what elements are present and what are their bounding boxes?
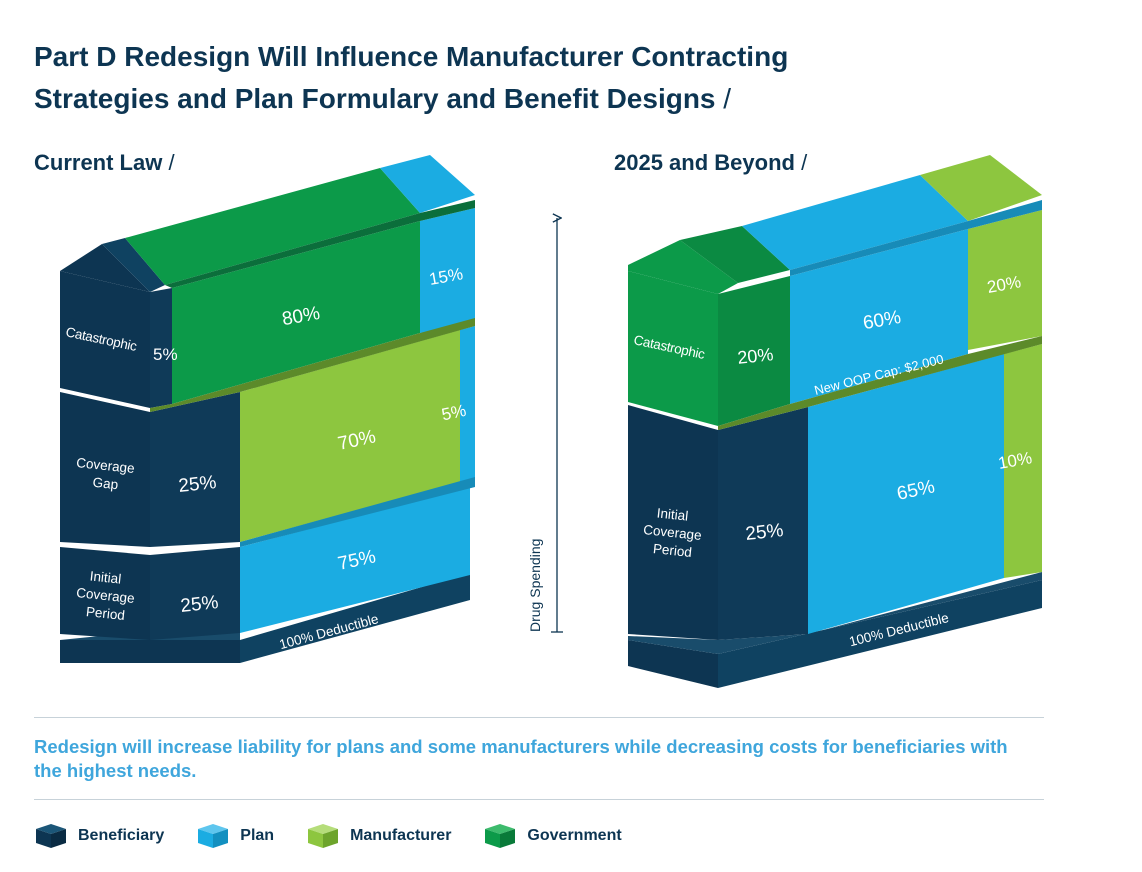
divider-top [34,717,1044,718]
fu-roof-government-face [680,226,790,283]
cl-deductible-front [60,640,240,663]
fu-roof-plan [742,175,968,270]
cl-cat-beneficiary-value: 5% [153,345,178,364]
fu-label-icp-1: Initial [656,505,689,523]
cl-gap-plan-value: 5% [440,401,468,425]
cl-label-icp-2: Coverage [76,585,136,606]
cube-icon [198,824,229,848]
legend-item-government: Government [483,822,622,850]
cl-sep-gap-icp [240,477,475,547]
cl-cat-government [172,221,420,404]
cl-gap-beneficiary-side [60,392,150,547]
legend-item-manufacturer: Manufacturer [306,822,451,850]
fu-deductible-strip [628,572,1042,654]
fu-icp-manufacturer [1004,344,1042,578]
fu-icp-beneficiary-front [718,407,808,640]
cube-icon [36,824,66,848]
fu-roof-government [628,240,738,294]
axis-label: Drug Spending [527,539,543,632]
legend-label-manufacturer: Manufacturer [350,827,452,844]
cl-cat-beneficiary-front [150,288,172,408]
cl-icp-beneficiary-side [60,547,150,640]
cl-cat-plan [420,208,475,333]
cl-deductible-top [240,573,470,663]
cl-roof-government [125,168,420,285]
cl-sep-cat-gap [150,318,475,412]
fu-icp-beneficiary-value: 25% [744,520,784,545]
fu-deductible-front [628,640,718,688]
cl-sep-cat-top [165,200,475,288]
title-line-2: Strategies and Plan Formulary and Benefi… [34,83,716,114]
cl-label-gap-2: Gap [92,475,119,493]
fu-sep-cat-icp [718,336,1042,430]
future-heading-text: 2025 and Beyond [614,150,795,175]
cl-label-gap-1: Coverage [76,455,136,476]
cl-gap-plan [460,326,475,482]
future-diagram: Catastrophic Initial Coverage Period 20%… [628,155,1042,688]
cl-cat-beneficiary-side [60,271,150,408]
drug-spending-axis: Drug Spending [527,218,563,633]
current-law-heading-slash: / [168,150,175,175]
fu-cat-government-value: 20% [736,344,774,368]
future-heading: 2025 and Beyond / [614,150,807,176]
cl-gap-manufacturer [240,330,460,542]
legend-label-government: Government [527,827,622,844]
fu-icp-plan [808,354,1004,634]
fu-label-icp-2: Coverage [643,522,703,543]
cl-label-icp-1: Initial [89,568,122,586]
cube-icon [308,824,339,848]
fu-roof-manufacturer [920,155,1042,221]
cl-roof-beneficiary-face [102,238,165,292]
cl-label-icp-3: Period [85,604,125,623]
title-line-1: Part D Redesign Will Influence Manufactu… [34,41,789,72]
fu-deductible-top [718,580,1042,688]
title-slash: / [723,83,732,114]
cl-icp-plan [240,487,470,633]
current-law-heading: Current Law / [34,150,175,176]
fu-sep-cat-top [790,200,1042,276]
page-title: Part D Redesign Will Influence Manufactu… [34,36,934,120]
cl-gap-beneficiary-front [150,392,240,547]
legend-item-beneficiary: Beneficiary [34,822,164,850]
cl-icp-beneficiary-value: 25% [179,592,219,617]
legend-label-plan: Plan [240,827,275,844]
fu-cat-plan [790,229,968,404]
divider-bottom [34,799,1044,800]
cl-gap-beneficiary-value: 25% [177,472,217,497]
summary-note: Redesign will increase liability for pla… [34,736,1008,781]
fu-cat-government-front [718,276,790,426]
cl-roof-plan [380,155,475,213]
cl-icp-beneficiary-front [150,547,240,640]
cl-roof-beneficiary [60,244,150,292]
fu-cat-manufacturer [968,210,1042,350]
legend: Beneficiary Plan Manufacturer Government [34,820,654,852]
legend-label-beneficiary: Beneficiary [78,827,165,844]
cube-icon [485,824,516,848]
current-law-heading-text: Current Law [34,150,163,175]
fu-icp-beneficiary-side [628,405,718,640]
fu-label-icp-3: Period [652,541,692,560]
legend-item-plan: Plan [196,822,274,850]
fu-cat-government-side [628,271,718,426]
benefit-diagram: Catastrophic Coverage Gap Initial Covera… [60,155,1042,688]
current-law-diagram: Catastrophic Coverage Gap Initial Covera… [60,155,475,663]
future-heading-slash: / [801,150,808,175]
